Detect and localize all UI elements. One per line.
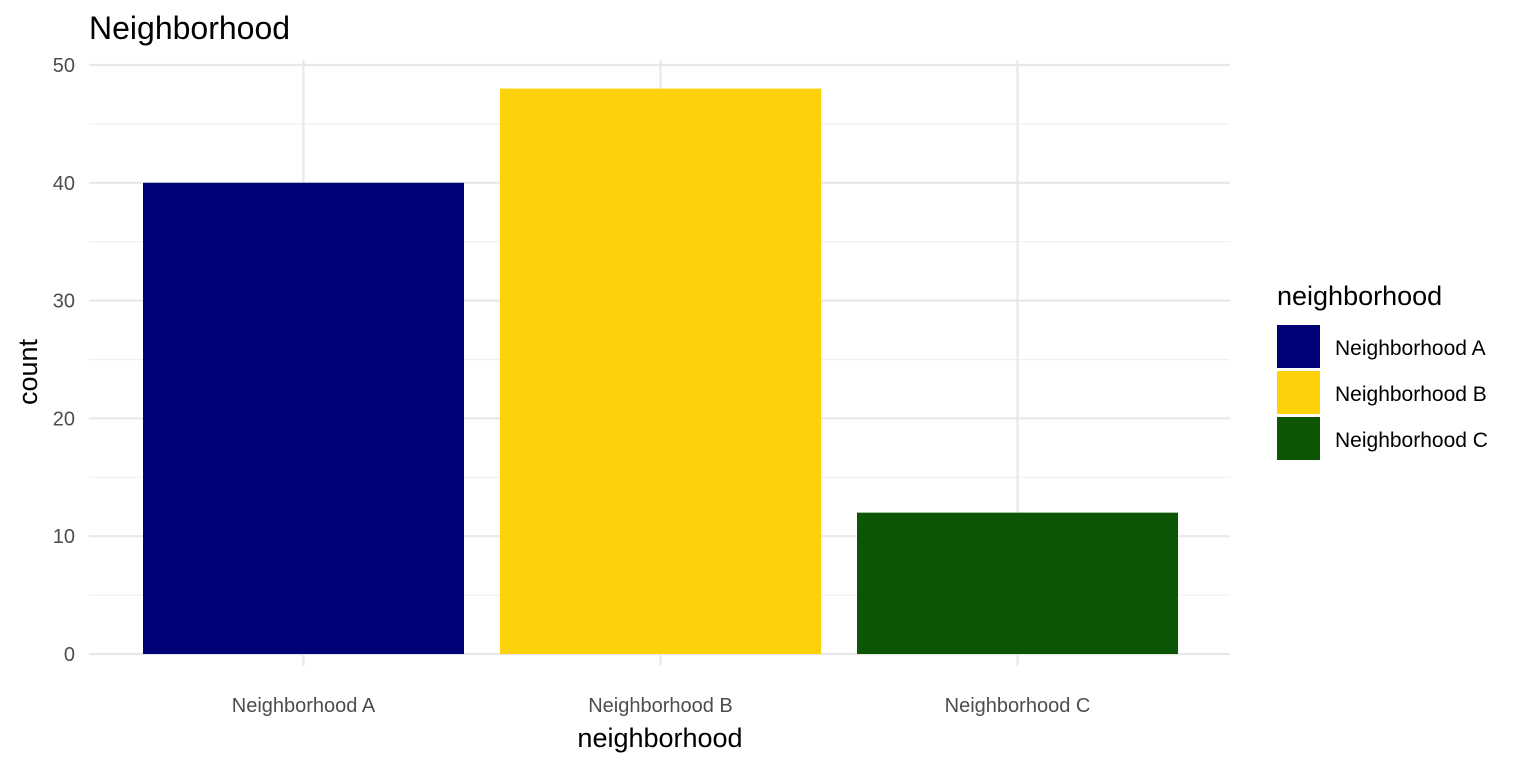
legend-label: Neighborhood C (1335, 429, 1488, 452)
y-tick-labels: 0 10 20 30 40 50 (53, 55, 75, 666)
legend-item: Neighborhood B (1277, 371, 1487, 414)
legend-swatch (1277, 417, 1320, 460)
x-tick-label: Neighborhood A (232, 695, 376, 717)
legend-swatch (1277, 371, 1320, 414)
bar (857, 512, 1178, 654)
x-tick-label: Neighborhood B (588, 695, 733, 717)
legend-title: neighborhood (1277, 281, 1442, 311)
y-tick-label: 20 (53, 408, 75, 430)
y-tick-label: 50 (53, 55, 75, 77)
y-axis-title: count (13, 338, 43, 405)
y-tick-label: 0 (64, 644, 75, 666)
y-tick-label: 30 (53, 291, 75, 313)
y-tick-label: 40 (53, 173, 75, 195)
bar (500, 88, 821, 654)
legend-item: Neighborhood A (1277, 325, 1486, 368)
legend: neighborhood Neighborhood ANeighborhood … (1277, 281, 1488, 460)
y-tick-label: 10 (53, 526, 75, 548)
legend-items: Neighborhood A Neighborhood B Neighborhood… (1277, 325, 1488, 460)
x-axis-title: neighborhood (577, 723, 742, 753)
legend-label: Neighborhood A (1335, 337, 1486, 360)
legend-swatch (1277, 325, 1320, 368)
bar (143, 182, 464, 655)
chart-title: Neighborhood (89, 10, 290, 46)
x-tick-labels: Neighborhood A Neighborhood B Neighborhood… (232, 695, 1091, 717)
legend-label: Neighborhood B (1335, 383, 1487, 406)
x-tick-label: Neighborhood C (945, 695, 1091, 717)
bars (143, 88, 1178, 655)
legend-item: Neighborhood C (1277, 417, 1488, 460)
